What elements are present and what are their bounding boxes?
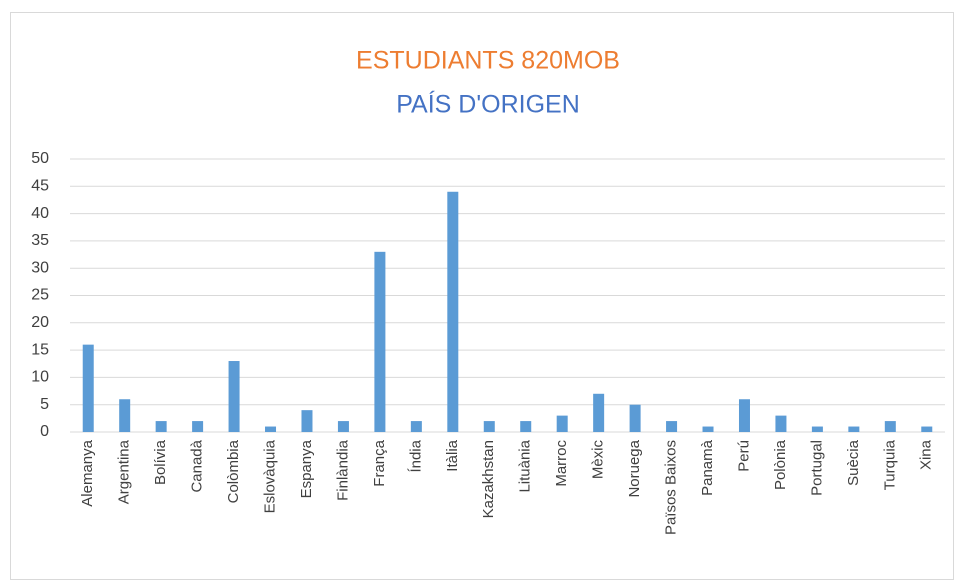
y-tick-label: 5: [40, 396, 49, 413]
y-tick-label: 25: [31, 287, 49, 304]
x-tick-label: Itàlia: [444, 439, 461, 471]
bar: [119, 399, 131, 432]
bar: [848, 426, 860, 432]
bar: [556, 415, 568, 432]
bar: [666, 421, 678, 432]
x-tick-label: Xina: [918, 439, 935, 470]
x-tick-label: Panamà: [699, 439, 716, 496]
bar: [337, 421, 349, 432]
y-tick-label: 35: [31, 232, 49, 249]
x-tick-label: Índia: [407, 439, 424, 472]
x-tick-label: Suècia: [845, 439, 862, 486]
bar: [228, 361, 240, 432]
x-tick-label: Mèxic: [590, 440, 607, 480]
x-tick-label: Finlàndia: [334, 439, 351, 501]
bar: [702, 426, 714, 432]
chart-title: ESTUDIANTS 820MOB: [356, 47, 620, 75]
x-tick-label: França: [371, 439, 388, 486]
y-tick-label: 15: [31, 341, 49, 358]
chart-subtitle: PAÍS D'ORIGEN: [396, 90, 580, 119]
bar: [192, 421, 204, 432]
x-tick-label: Polònia: [772, 439, 789, 490]
x-tick-label: Marroc: [553, 440, 570, 487]
x-tick-label: Perú: [735, 440, 752, 472]
x-tick-label: Països Baixos: [663, 440, 680, 535]
bar: [447, 191, 459, 432]
bar: [738, 399, 750, 432]
x-tick-label: Kazakhstan: [480, 440, 497, 518]
y-tick-label: 40: [31, 205, 49, 222]
y-tick-label: 0: [40, 423, 49, 440]
bar: [629, 404, 641, 432]
x-tick-label: Colòmbia: [225, 439, 242, 503]
x-tick-label: Argentina: [116, 439, 133, 504]
x-tick-label: Lituània: [517, 439, 534, 492]
y-tick-label: 45: [31, 178, 49, 195]
bar: [265, 426, 277, 432]
bar: [593, 393, 605, 432]
bar: [811, 426, 823, 432]
x-tick-label: Turquia: [881, 439, 898, 490]
bar: [520, 421, 532, 432]
x-tick-label: Portugal: [808, 440, 825, 496]
x-tick-label: Eslovàquia: [261, 439, 278, 513]
bar: [775, 415, 787, 432]
y-tick-label: 20: [31, 314, 49, 331]
x-tick-label: Canadà: [189, 439, 206, 492]
bar: [483, 421, 495, 432]
x-tick-label: Bolívia: [152, 439, 169, 485]
x-tick-label: Alemanya: [79, 439, 96, 506]
bar: [155, 421, 167, 432]
bar: [82, 344, 94, 432]
y-tick-label: 10: [31, 369, 49, 386]
bar: [921, 426, 933, 432]
bar: [410, 421, 422, 432]
y-tick-label: 30: [31, 259, 49, 276]
x-tick-label: Noruega: [626, 439, 643, 497]
bar: [301, 410, 313, 432]
bar: [884, 421, 896, 432]
bar: [374, 251, 386, 432]
x-tick-label: Espanya: [298, 439, 315, 498]
y-tick-label: 50: [31, 150, 49, 167]
